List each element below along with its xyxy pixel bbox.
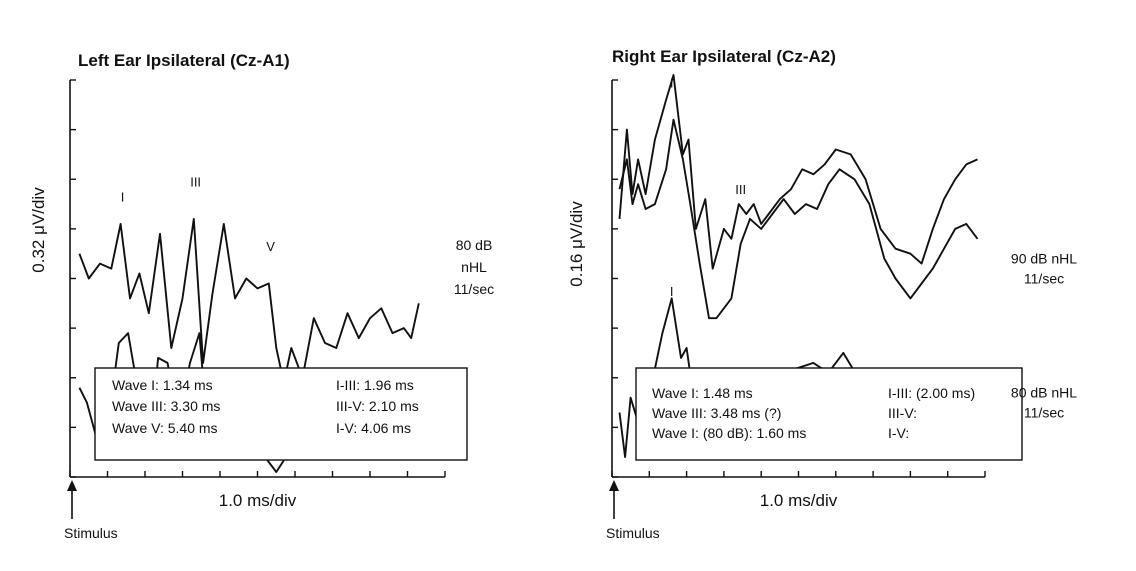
latency-row: Wave III: 3.48 ms (?) [652,405,781,421]
stimulus-condition: 11/sec [454,281,494,297]
stimulus-label: Stimulus [64,525,118,541]
chart-title: Left Ear Ipsilateral (Cz-A1) [78,51,290,70]
chart-title: Right Ear Ipsilateral (Cz-A2) [612,47,836,66]
stimulus-condition: 11/sec [1024,405,1064,421]
latency-row: Wave I: 1.48 ms [652,385,753,401]
left-ear-panel: Left Ear Ipsilateral (Cz-A1) 0.32 μV/div I… [29,51,494,541]
wave-marker: III [190,175,201,190]
wave-marker: I [670,284,674,299]
y-axis-label: 0.32 μV/div [29,187,48,273]
trace-line-1 [78,217,420,384]
x-axis-label: 1.0 ms/div [219,491,297,510]
latency-box [635,367,1023,461]
stimulus-condition: nHL [461,259,487,275]
latency-row: Wave III: 3.30 ms [112,398,220,414]
interpeak-row: III-V: [888,405,917,421]
stimulus-arrow-head [67,480,77,491]
trace-line-1 [618,74,978,270]
stimulus-condition: 11/sec [1024,271,1064,287]
interpeak-row: III-V: 2.10 ms [336,398,419,414]
stimulus-condition: 80 dB nHL [1011,385,1077,401]
stimulus-label: Stimulus [606,525,660,541]
interpeak-row: I-V: 4.06 ms [336,420,411,436]
wave-marker: I [670,75,674,90]
y-axis-label: 0.16 μV/div [567,201,586,287]
x-axis-label: 1.0 ms/div [760,491,838,510]
latency-box [94,367,468,461]
stimulus-condition: 90 dB nHL [1011,251,1077,267]
right-ear-panel: Right Ear Ipsilateral (Cz-A2) 0.16 μV/div… [567,47,1077,541]
interpeak-row: I-V: [888,425,909,441]
wave-marker: I [121,190,125,205]
latency-row: Wave V: 5.40 ms [112,420,218,436]
stimulus-arrow-head [609,480,619,491]
interpeak-row: I-III: (2.00 ms) [888,385,975,401]
interpeak-row: I-III: 1.96 ms [336,377,414,393]
latency-row: Wave I: (80 dB): 1.60 ms [652,425,806,441]
wave-marker: V [266,239,275,254]
stimulus-condition: 80 dB [456,237,493,253]
trace-line-2 [618,118,979,320]
wave-marker: III [735,182,746,197]
latency-row: Wave I: 1.34 ms [112,377,213,393]
